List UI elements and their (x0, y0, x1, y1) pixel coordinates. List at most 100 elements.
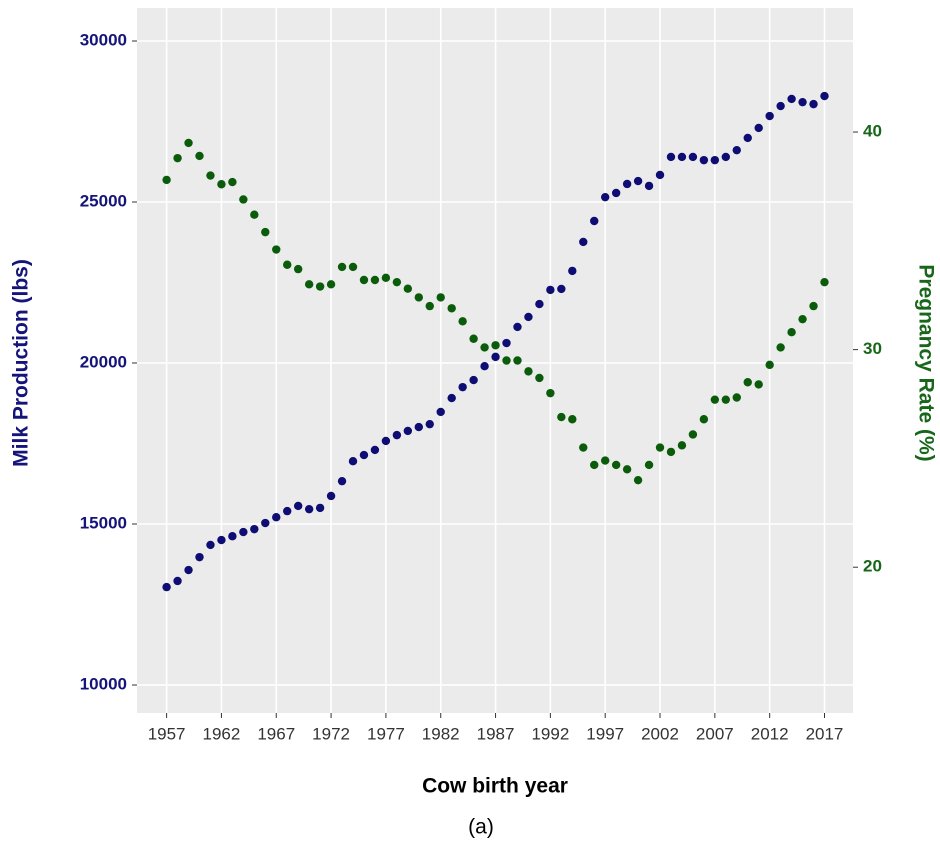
point (732, 393, 741, 402)
point (381, 273, 391, 283)
point (798, 314, 807, 324)
point (655, 170, 665, 180)
point (228, 532, 237, 541)
point (250, 524, 259, 534)
point (590, 216, 599, 226)
point (535, 299, 544, 309)
point (195, 151, 204, 161)
point (370, 445, 380, 455)
point (820, 91, 829, 101)
point (721, 152, 731, 162)
point (524, 312, 533, 322)
point (239, 195, 248, 204)
point (644, 460, 654, 470)
point (787, 328, 796, 337)
point (622, 179, 632, 189)
point (480, 343, 489, 352)
point (414, 293, 423, 302)
point (776, 343, 785, 352)
point (173, 576, 182, 586)
point (228, 177, 237, 187)
point (765, 111, 774, 121)
y2-tick-label: 20 (863, 557, 882, 576)
point (809, 301, 818, 311)
point (611, 188, 621, 198)
x-tick-label: 1987 (477, 724, 515, 743)
x-tick-label: 1977 (367, 724, 405, 743)
y-tick-label: 20000 (80, 352, 127, 371)
point (491, 341, 500, 350)
point (348, 262, 358, 272)
point (546, 285, 555, 295)
point (600, 192, 610, 202)
point (283, 260, 292, 269)
point (666, 152, 676, 162)
x-tick-label: 1962 (203, 724, 241, 743)
point (600, 456, 610, 465)
point (403, 426, 413, 436)
point (392, 277, 402, 287)
point (326, 280, 336, 289)
point (677, 152, 687, 162)
point (568, 266, 577, 276)
point (480, 362, 489, 371)
point (250, 210, 259, 219)
point (293, 264, 303, 274)
point (787, 94, 796, 104)
point (283, 506, 292, 516)
point (184, 565, 193, 575)
x-tick-label: 1967 (257, 724, 295, 743)
point (458, 382, 467, 392)
point (743, 133, 752, 143)
point (699, 155, 709, 165)
point (272, 245, 281, 254)
point (633, 176, 643, 186)
x-tick-label: 2017 (806, 724, 844, 743)
y2-tick-label: 30 (863, 339, 882, 358)
point (206, 540, 215, 550)
y-tick-label: 15000 (80, 513, 127, 532)
point (579, 237, 588, 247)
point (315, 503, 325, 513)
point (754, 380, 763, 389)
y2-tick-label: 40 (863, 122, 882, 141)
point (173, 153, 182, 163)
y-tick-label: 25000 (80, 191, 127, 210)
point (524, 367, 533, 376)
point (337, 262, 347, 272)
point (546, 388, 555, 398)
point (315, 282, 325, 291)
point (162, 582, 171, 592)
point (359, 275, 369, 285)
point (337, 476, 347, 486)
x-tick-label: 1972 (312, 724, 350, 743)
point (304, 504, 314, 514)
x-tick-label: 2007 (696, 724, 734, 743)
point (436, 407, 445, 417)
point (414, 422, 423, 432)
point (447, 304, 456, 313)
x-tick-label: 1957 (148, 724, 186, 743)
point (261, 518, 270, 528)
point (436, 293, 445, 302)
point (765, 360, 774, 370)
point (590, 460, 599, 470)
point (458, 317, 467, 326)
point (743, 378, 752, 387)
point (272, 513, 281, 522)
point (677, 441, 687, 450)
y-axis-title: Milk Production (lbs) (10, 259, 33, 467)
point (557, 412, 566, 422)
point (469, 375, 478, 385)
point (776, 101, 785, 111)
point (381, 436, 391, 446)
point (568, 415, 577, 424)
point (491, 352, 500, 362)
point (611, 460, 621, 470)
point (798, 97, 807, 107)
point (535, 373, 544, 383)
point (699, 415, 709, 424)
point (655, 443, 665, 452)
